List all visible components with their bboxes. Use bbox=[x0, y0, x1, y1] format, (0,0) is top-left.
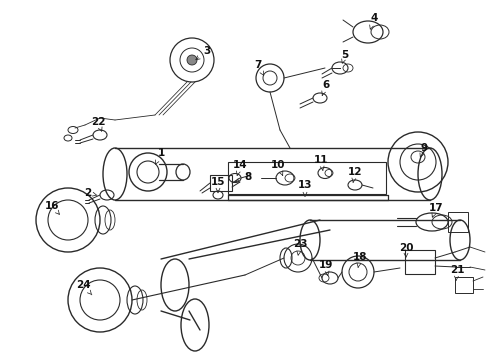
Text: 15: 15 bbox=[211, 177, 225, 193]
Text: 14: 14 bbox=[233, 160, 247, 176]
Text: 10: 10 bbox=[271, 160, 285, 175]
Text: 11: 11 bbox=[314, 155, 328, 171]
Bar bbox=[455, 277, 473, 293]
Text: 21: 21 bbox=[450, 265, 464, 280]
Text: 7: 7 bbox=[254, 60, 264, 76]
Text: 9: 9 bbox=[420, 143, 428, 157]
Text: 16: 16 bbox=[45, 201, 59, 214]
Text: 13: 13 bbox=[298, 180, 312, 196]
Text: 19: 19 bbox=[319, 260, 333, 276]
Text: 24: 24 bbox=[75, 280, 92, 295]
Text: 1: 1 bbox=[155, 148, 165, 164]
Bar bbox=[405, 250, 435, 274]
Text: 6: 6 bbox=[322, 80, 330, 95]
Text: 5: 5 bbox=[342, 50, 348, 63]
Text: 3: 3 bbox=[196, 46, 211, 60]
Text: 2: 2 bbox=[84, 188, 97, 198]
Text: 20: 20 bbox=[399, 243, 413, 257]
Text: 12: 12 bbox=[348, 167, 362, 183]
Text: 17: 17 bbox=[429, 203, 443, 217]
Bar bbox=[448, 212, 468, 232]
Text: 18: 18 bbox=[353, 252, 367, 267]
Text: 23: 23 bbox=[293, 239, 307, 255]
Circle shape bbox=[187, 55, 197, 65]
Bar bbox=[228, 162, 386, 194]
Text: 8: 8 bbox=[235, 172, 252, 182]
Bar bbox=[210, 175, 232, 191]
Text: 4: 4 bbox=[369, 13, 378, 29]
Text: 22: 22 bbox=[91, 117, 105, 131]
